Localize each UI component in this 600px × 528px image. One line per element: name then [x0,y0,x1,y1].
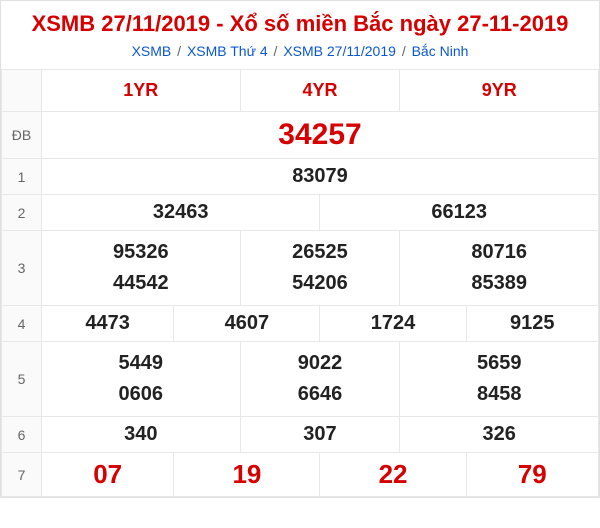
result-cell: 4607 [174,306,320,342]
prize-label: 1 [2,159,42,195]
col-header: 1YR [42,70,241,112]
results-table: 1YR 4YR 9YR ĐB34257183079232463661233953… [1,69,599,497]
prize-label: 4 [2,306,42,342]
col-header: 9YR [400,70,599,112]
table-row: 707192279 [2,453,599,497]
result-cell: 9125 [466,306,598,342]
result-cell: 340 [42,417,241,453]
table-row: 3953264454226525542068071685389 [2,231,599,306]
result-cell: 326 [400,417,599,453]
breadcrumb-sep: / [274,43,278,59]
result-cell: 32463 [42,195,320,231]
lottery-result-panel: XSMB 27/11/2019 - Xổ số miền Bắc ngày 27… [0,0,600,498]
table-header-row: 1YR 4YR 9YR [2,70,599,112]
result-cell: 307 [240,417,400,453]
table-row: 44473460717249125 [2,306,599,342]
result-cell: 9532644542 [42,231,241,306]
result-cell: 90226646 [240,342,400,417]
result-cell: 1724 [320,306,466,342]
result-cell: 19 [174,453,320,497]
result-cell: 79 [466,453,598,497]
prize-label: 5 [2,342,42,417]
prize-label: 6 [2,417,42,453]
table-row: 183079 [2,159,599,195]
breadcrumb-sep: / [177,43,181,59]
table-row: 23246366123 [2,195,599,231]
result-cell: 34257 [42,112,599,159]
table-row: 6340307326 [2,417,599,453]
prize-label: ĐB [2,112,42,159]
result-cell: 2652554206 [240,231,400,306]
breadcrumb: XSMB / XSMB Thứ 4 / XSMB 27/11/2019 / Bắ… [1,43,599,69]
result-cell: 22 [320,453,466,497]
result-cell: 4473 [42,306,174,342]
result-cell: 8071685389 [400,231,599,306]
prize-label: 3 [2,231,42,306]
prize-label: 7 [2,453,42,497]
table-row: ĐB34257 [2,112,599,159]
table-row: 5544906069022664656598458 [2,342,599,417]
breadcrumb-link-day[interactable]: XSMB Thứ 4 [187,43,268,59]
header-spacer [2,70,42,112]
result-cell: 07 [42,453,174,497]
result-cell: 54490606 [42,342,241,417]
page-title: XSMB 27/11/2019 - Xổ số miền Bắc ngày 27… [1,1,599,43]
breadcrumb-link-date[interactable]: XSMB 27/11/2019 [283,43,396,59]
result-cell: 56598458 [400,342,599,417]
prize-label: 2 [2,195,42,231]
result-cell: 66123 [320,195,599,231]
breadcrumb-link-xsmb[interactable]: XSMB [132,43,172,59]
col-header: 4YR [240,70,400,112]
result-cell: 83079 [42,159,599,195]
breadcrumb-link-province[interactable]: Bắc Ninh [412,43,469,59]
breadcrumb-sep: / [402,43,406,59]
